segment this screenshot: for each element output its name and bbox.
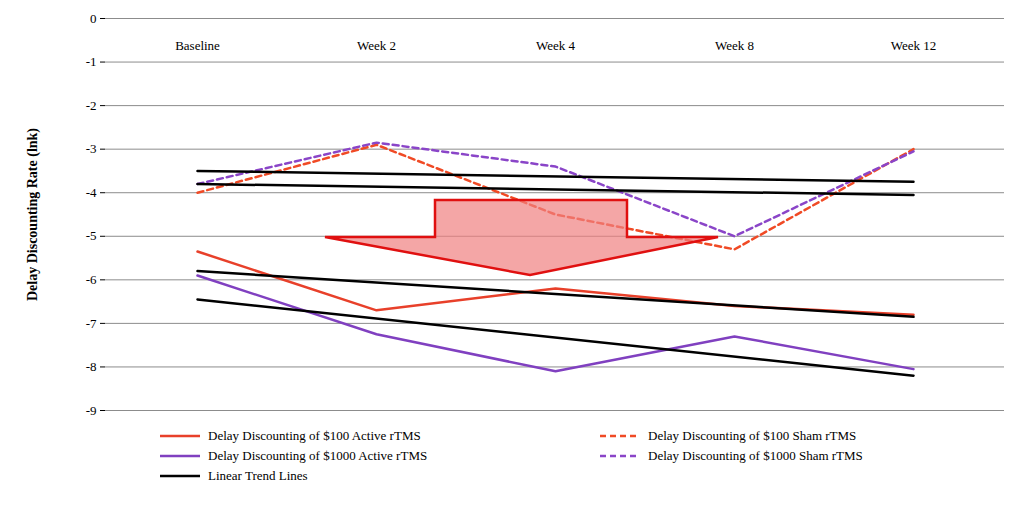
html-text:Delay Discounting of $100 Sham: Delay Discounting of $100 Sham rTMS [648, 428, 857, 443]
svg-text:Delay Discounting Rate (lnk): Delay Discounting Rate (lnk) [25, 128, 41, 301]
svg-text:Baseline: Baseline [175, 38, 220, 53]
svg-text:-8: -8 [86, 359, 97, 374]
svg-text:-3: -3 [86, 141, 97, 156]
html-text:Delay Discounting of $1000 Act: Delay Discounting of $1000 Active rTMS [208, 448, 428, 463]
svg-text:-2: -2 [86, 98, 97, 113]
svg-text:Week 12: Week 12 [891, 38, 937, 53]
svg-text:Week 2: Week 2 [357, 38, 396, 53]
svg-text:-7: -7 [86, 316, 97, 331]
svg-text:Week 4: Week 4 [536, 38, 576, 53]
svg-text:-4: -4 [86, 185, 97, 200]
svg-text:-5: -5 [86, 228, 97, 243]
svg-text:0: 0 [90, 11, 97, 26]
svg-text:-1: -1 [86, 54, 97, 69]
html-text:Delay Discounting of $1000 Sha: Delay Discounting of $1000 Sham rTMS [648, 448, 863, 463]
html-text:Linear Trend Lines: Linear Trend Lines [208, 468, 308, 483]
svg-text:-9: -9 [86, 403, 97, 418]
svg-text:Week 8: Week 8 [715, 38, 754, 53]
html-text:Delay Discounting of $100 Acti: Delay Discounting of $100 Active rTMS [208, 428, 421, 443]
svg-text:-6: -6 [86, 272, 97, 287]
